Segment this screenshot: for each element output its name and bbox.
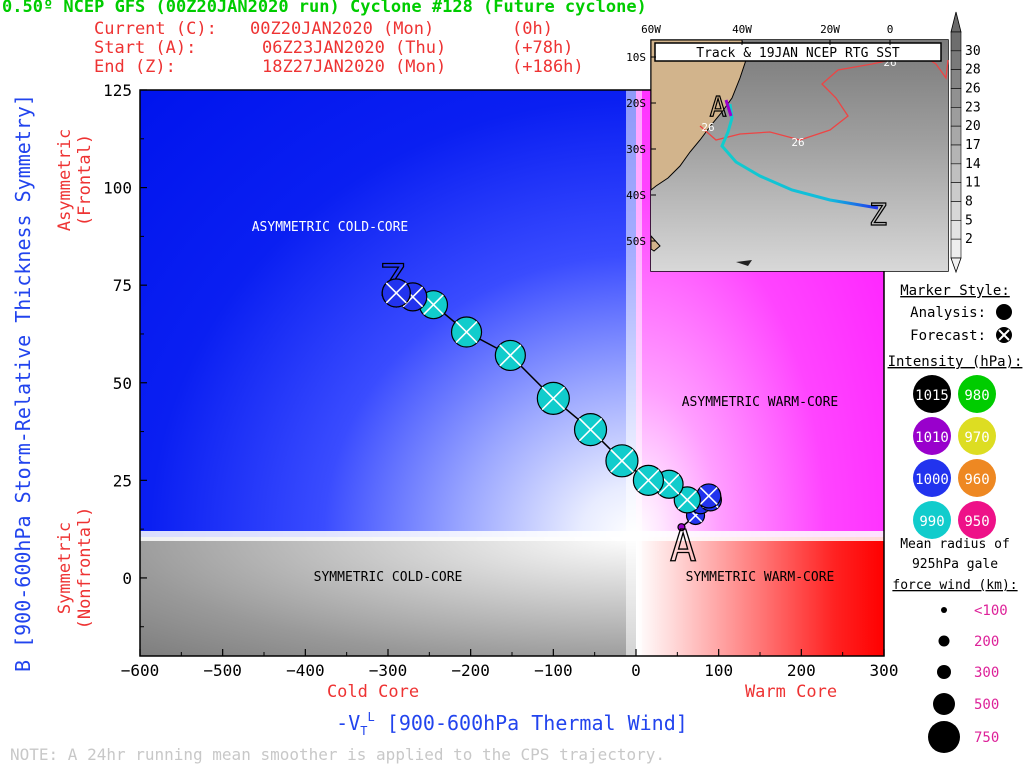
forecast-x: [499, 344, 522, 367]
y-asym-label-1: Asymmetric: [55, 129, 75, 231]
asym-warm-label: ASYMMETRIC WARM-CORE: [682, 395, 839, 410]
x-tick-label: −100: [534, 661, 573, 680]
forecast-x: [699, 486, 718, 505]
note-text: NOTE: A 24hr running mean smoother is ap…: [10, 745, 665, 764]
track-point: [677, 523, 686, 532]
x-axis-label: -VTL [900-600hPa Thermal Wind]: [336, 710, 688, 738]
forecast-x: [637, 469, 660, 492]
end-label: End (Z):: [94, 57, 176, 77]
y-tick-label: 75: [113, 276, 132, 295]
current-label: Current (C):: [94, 19, 217, 39]
x-tick-label: −500: [203, 661, 242, 680]
cold-core-label: Cold Core: [327, 682, 419, 702]
y-tick-label: 25: [113, 471, 132, 490]
asym-cold-region: [140, 90, 636, 537]
end-offset: (+186h): [512, 57, 584, 77]
x-tick-label: −400: [286, 661, 325, 680]
asym-cold-label: ASYMMETRIC COLD-CORE: [252, 220, 409, 235]
x-tick-label: −600: [121, 661, 160, 680]
y-sym-label-2: (Nonfrontal): [75, 507, 95, 630]
x-tick-label: −200: [451, 661, 490, 680]
x-tick-label: 100: [704, 661, 733, 680]
asym-warm-region: [636, 90, 884, 537]
y-tick-label: 100: [103, 179, 132, 198]
start-time: 06Z23JAN2020 (Thu): [262, 38, 447, 58]
sym-warm-region: [636, 537, 884, 656]
x-tick-label: 0: [631, 661, 641, 680]
start-label: Start (A):: [94, 38, 197, 58]
sym-warm-label: SYMMETRIC WARM-CORE: [686, 570, 835, 585]
x-tick-label: 300: [870, 661, 899, 680]
y-sym-label-1: Symmetric: [55, 522, 75, 614]
forecast-x: [578, 417, 603, 442]
current-time: 00Z20JAN2020 (Mon): [250, 19, 435, 39]
warm-core-label: Warm Core: [745, 682, 837, 702]
forecast-x: [455, 320, 478, 344]
forecast-x: [677, 490, 697, 510]
end-time: 18Z27JAN2020 (Mon): [262, 57, 447, 77]
y-tick-label: 125: [103, 81, 132, 100]
start-marker: A: [670, 521, 697, 572]
x-tick-label: −300: [369, 661, 408, 680]
current-offset: (0h): [512, 19, 553, 39]
forecast-x: [541, 386, 566, 411]
y-tick-label: 50: [113, 374, 132, 393]
sym-cold-region: [140, 537, 636, 656]
y-asym-label-2: (Frontal): [75, 134, 95, 226]
x-tick-label: 200: [787, 661, 816, 680]
sym-cold-label: SYMMETRIC COLD-CORE: [314, 570, 463, 585]
forecast-x: [610, 449, 634, 473]
y-axis-label: B [900-600hPa Storm-Relative Thickness S…: [11, 94, 35, 672]
y-tick-label: 0: [122, 569, 132, 588]
start-offset: (+78h): [512, 38, 574, 58]
chart-title: 0.50º NCEP GFS (00Z20JAN2020 run) Cyclon…: [2, 0, 647, 17]
